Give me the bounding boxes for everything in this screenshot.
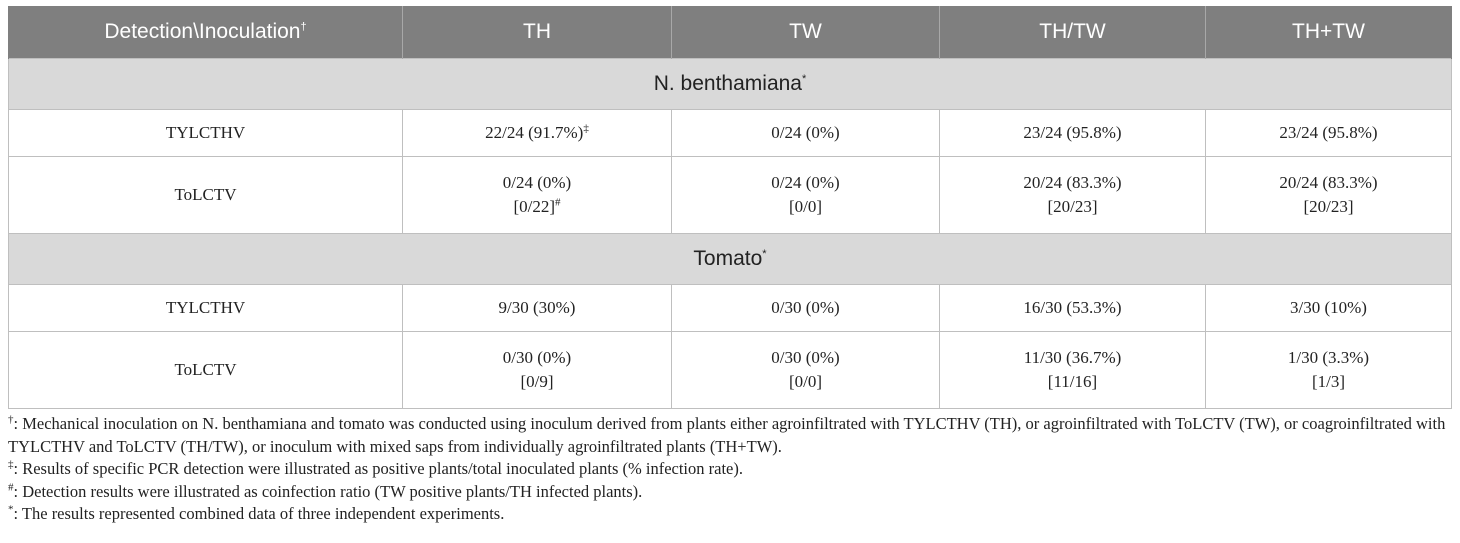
table-row: ToLCTV 0/30 (0%) [0/9] 0/30 (0%) [0/0] 11/… <box>8 331 1452 409</box>
table-cell: 0/30 (0%) <box>671 284 940 332</box>
row-label: ToLCTV <box>8 156 403 234</box>
section-mark: * <box>762 248 767 260</box>
footnote-text: : The results represented combined data … <box>13 504 505 523</box>
cell-ratio: [0/0] <box>788 372 823 391</box>
cell-ratio: [20/23] <box>1047 197 1098 216</box>
cell-ratio: [0/22] <box>513 197 556 216</box>
footnote: *: The results represented combined data… <box>8 503 1458 526</box>
cell-value: 20/24 (83.3%) <box>1279 173 1378 192</box>
table-cell: 0/30 (0%) [0/9] <box>402 331 672 409</box>
table-cell: 20/24 (83.3%) [20/23] <box>1205 156 1452 234</box>
table-row: ToLCTV 0/24 (0%) [0/22]# 0/24 (0%) [0/0] 2… <box>8 156 1452 234</box>
footnote: #: Detection results were illustrated as… <box>8 481 1458 504</box>
section-title-text: Tomato <box>693 247 763 270</box>
section-mark: * <box>801 73 807 85</box>
table-cell: 0/30 (0%) [0/0] <box>671 331 940 409</box>
footnote-text: : Detection results were illustrated as … <box>13 481 643 501</box>
row-label: ToLCTV <box>8 331 403 409</box>
table-cell: 3/30 (10%) <box>1205 284 1452 332</box>
cell-value: 22/24 (91.7%) <box>485 123 584 142</box>
section-title-text: N. benthamiana <box>653 72 802 95</box>
cell-value: 0/30 (0%) <box>771 348 840 367</box>
cell-value: 23/24 (95.8%) <box>1279 123 1378 142</box>
cell-mark: ‡ <box>583 122 589 135</box>
cell-value: 11/30 (36.7%) <box>1023 348 1122 367</box>
cell-value: 0/24 (0%) <box>771 123 840 142</box>
table-cell: 1/30 (3.3%) [1/3] <box>1205 331 1452 409</box>
footnotes: †: Mechanical inoculation on N. benthami… <box>8 413 1458 526</box>
cell-value: 1/30 (3.3%) <box>1287 348 1370 367</box>
header-th: TH <box>402 6 672 59</box>
cell-ratio: [11/16] <box>1047 372 1098 391</box>
cell-ratio: [20/23] <box>1303 197 1354 216</box>
cell-value: 0/24 (0%) <box>502 173 572 192</box>
footnote-mark: † <box>8 413 14 426</box>
header-th-tw: TH/TW <box>939 6 1206 59</box>
header-label: Detection\Inoculation <box>104 20 301 43</box>
table-row: TYLCTHV 22/24 (91.7%)‡ 0/24 (0%) 23/24 (… <box>8 109 1452 157</box>
footnote-mark: * <box>8 503 14 516</box>
table-cell: 22/24 (91.7%)‡ <box>402 109 672 157</box>
footnote-mark: # <box>8 481 14 493</box>
table-cell: 0/24 (0%) [0/22]# <box>402 156 672 234</box>
cell-value: 0/30 (0%) <box>502 348 572 367</box>
table-cell: 0/24 (0%) <box>671 109 940 157</box>
header-footnote-mark: † <box>300 21 307 33</box>
table-row: TYLCTHV 9/30 (30%) 0/30 (0%) 16/30 (53.3… <box>8 284 1452 332</box>
table-cell: 20/24 (83.3%) [20/23] <box>939 156 1206 234</box>
header-detection-inoculation: Detection\Inoculation† <box>8 6 403 59</box>
cell-ratio: [0/9] <box>520 372 554 391</box>
footnote: †: Mechanical inoculation on N. benthami… <box>8 413 1458 458</box>
footnote: ‡: Results of specific PCR detection wer… <box>8 458 1458 481</box>
table-cell: 11/30 (36.7%) [11/16] <box>939 331 1206 409</box>
header-tw: TW <box>671 6 940 59</box>
table-cell: 9/30 (30%) <box>402 284 672 332</box>
table-cell: 23/24 (95.8%) <box>939 109 1206 157</box>
row-label: TYLCTHV <box>8 109 403 157</box>
header-row: Detection\Inoculation† TH TW TH/TW TH+TW <box>8 6 1452 59</box>
row-label: TYLCTHV <box>8 284 403 332</box>
footnote-mark: ‡ <box>8 458 14 471</box>
footnote-text: : Mechanical inoculation on N. benthamia… <box>8 414 1446 456</box>
section-title: Tomato* <box>8 233 1452 285</box>
cell-value: 9/30 (30%) <box>498 298 576 317</box>
table-cell: 0/24 (0%) [0/0] <box>671 156 940 234</box>
cell-value: 0/24 (0%) <box>771 173 840 192</box>
cell-mark: # <box>555 196 561 209</box>
section-row-benthamiana: N. benthamiana* <box>8 58 1452 110</box>
cell-value: 16/30 (53.3%) <box>1023 298 1122 317</box>
header-th-plus-tw: TH+TW <box>1205 6 1452 59</box>
table-cell: 16/30 (53.3%) <box>939 284 1206 332</box>
cell-value: 23/24 (95.8%) <box>1023 123 1122 142</box>
cell-value: 20/24 (83.3%) <box>1023 173 1122 192</box>
cell-ratio: [0/0] <box>788 197 823 216</box>
results-table: Detection\Inoculation† TH TW TH/TW TH+TW… <box>8 6 1452 409</box>
table-cell: 23/24 (95.8%) <box>1205 109 1452 157</box>
section-row-tomato: Tomato* <box>8 233 1452 285</box>
cell-ratio: [1/3] <box>1311 372 1346 391</box>
cell-value: 3/30 (10%) <box>1290 298 1367 317</box>
footnote-text: : Results of specific PCR detection were… <box>13 459 743 478</box>
cell-value: 0/30 (0%) <box>771 298 840 317</box>
section-title: N. benthamiana* <box>8 58 1452 110</box>
results-table-wrapper: Detection\Inoculation† TH TW TH/TW TH+TW… <box>8 6 1452 409</box>
